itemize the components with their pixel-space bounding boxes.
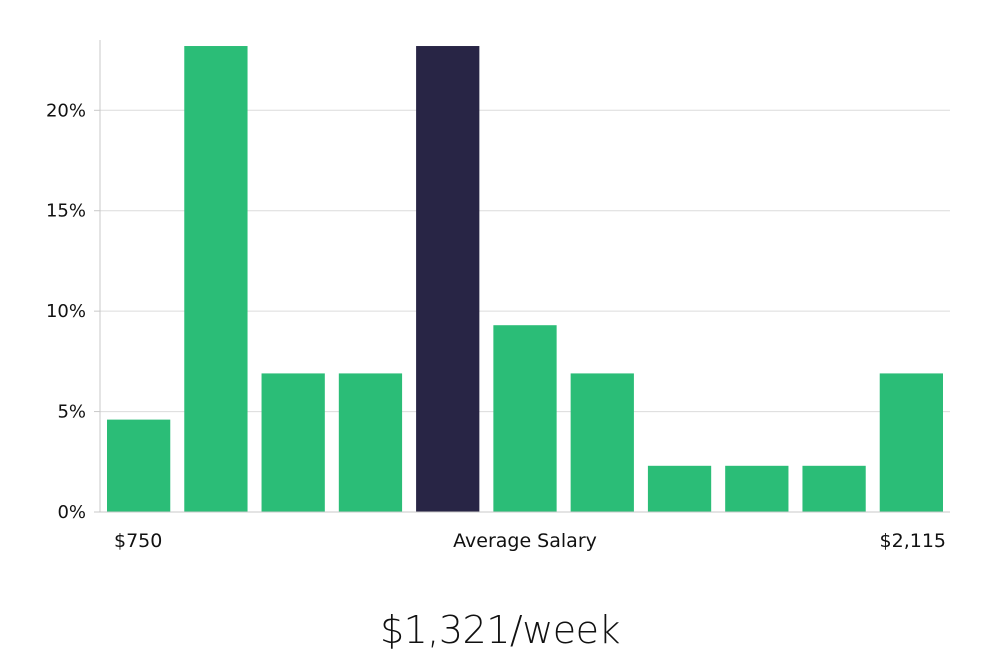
salary-histogram: 0% 5% 10% 15% 20% $750 Average Salary $2,115 <box>46 40 950 552</box>
y-tick-label: 20% <box>46 100 86 121</box>
y-tick-label: 5% <box>57 402 86 423</box>
x-label-min: $750 <box>114 530 162 552</box>
y-tick-label: 15% <box>46 201 86 222</box>
bar <box>570 373 634 512</box>
bars <box>107 46 943 512</box>
bar <box>184 46 248 512</box>
bar <box>261 373 325 512</box>
bar-average-salary <box>416 46 480 512</box>
y-tick-label: 10% <box>46 301 86 322</box>
bar <box>647 465 712 512</box>
bar <box>725 465 789 512</box>
y-tick-label: 0% <box>57 502 86 523</box>
bar <box>493 325 557 512</box>
bar <box>338 373 403 512</box>
x-label-max: $2,115 <box>880 530 946 552</box>
x-label-average: Average Salary <box>453 530 597 552</box>
average-salary-summary: $1,321/week <box>379 608 621 652</box>
bar <box>879 373 943 512</box>
bar <box>802 465 866 512</box>
y-tick-labels: 0% 5% 10% 15% 20% <box>46 100 100 523</box>
bar <box>107 419 171 512</box>
